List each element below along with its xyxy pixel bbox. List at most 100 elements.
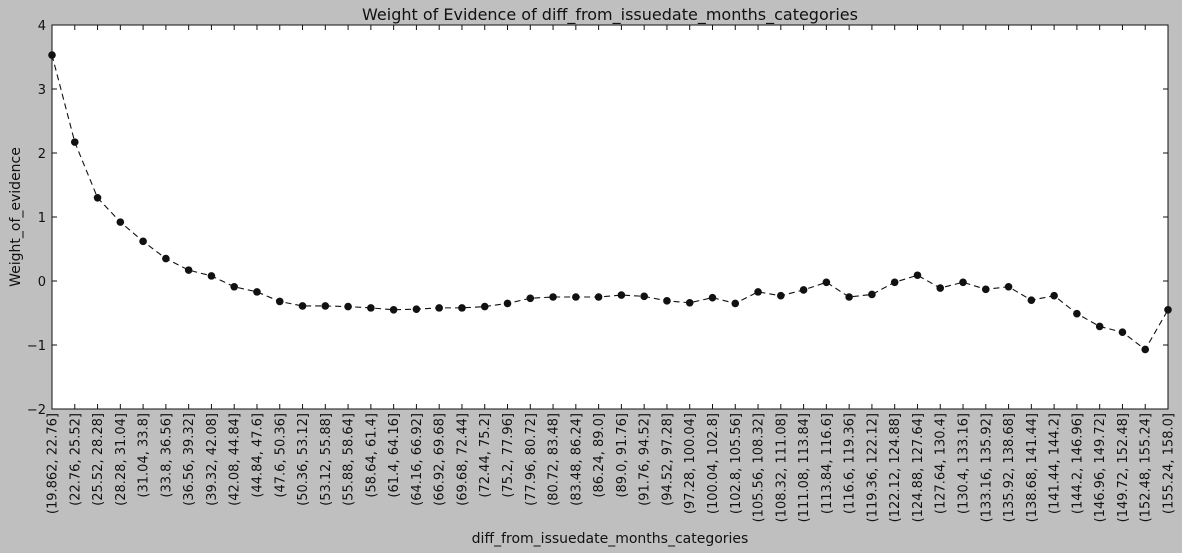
x-tick-label: (58.64, 61.4]: [364, 413, 379, 498]
y-tick-label: 1: [38, 211, 46, 226]
data-point: [367, 304, 375, 312]
data-point: [435, 304, 443, 312]
x-tick-label: (50.36, 53.12]: [296, 413, 311, 506]
data-point: [162, 254, 170, 263]
data-point: [48, 51, 56, 59]
data-point: [572, 293, 580, 301]
series-line: [51, 54, 1169, 351]
x-tick-label: (36.56, 39.32]: [182, 413, 197, 506]
x-tick-label: (89.0, 91.76]: [615, 413, 630, 498]
x-tick-label: (19.862, 22.76]: [46, 413, 61, 514]
x-tick-label: (111.08, 113.84]: [797, 413, 812, 522]
x-tick-label: (94.52, 97.28]: [660, 413, 675, 506]
x-tick-label: (86.24, 89.0]: [592, 413, 607, 498]
x-tick-label: (155.24, 158.0]: [1162, 413, 1177, 514]
x-tick-label: (80.72, 83.48]: [547, 413, 562, 506]
x-tick-label: (33.8, 36.56]: [159, 413, 174, 498]
x-tick-label: (72.44, 75.2]: [478, 413, 493, 498]
x-tick-label: (122.12, 124.88]: [888, 413, 903, 522]
y-tick-label: 3: [38, 83, 46, 98]
data-point: [344, 302, 352, 311]
data-point: [708, 293, 717, 302]
data-point: [845, 293, 853, 301]
x-tick-label: (91.76, 94.52]: [638, 413, 653, 506]
data-point: [685, 298, 694, 307]
x-tick-label: (124.88, 127.64]: [911, 413, 926, 522]
data-point: [503, 299, 512, 308]
chart-title: Weight of Evidence of diff_from_issuedat…: [362, 5, 858, 25]
y-tick-label: 0: [38, 275, 46, 290]
x-tick-label: (22.76, 25.52]: [68, 413, 83, 506]
x-tick-label: (77.96, 80.72]: [524, 413, 539, 506]
data-point: [207, 272, 216, 280]
x-tick-label: (44.84, 47.6]: [250, 413, 265, 498]
data-point: [1004, 282, 1013, 291]
data-point: [731, 299, 740, 308]
x-axis: (19.862, 22.76] (22.76, 25.52] (25.52, 28.…: [46, 25, 1177, 522]
x-tick-label: (53.12, 55.88]: [319, 413, 334, 506]
x-tick-label: (144.2, 146.96]: [1070, 413, 1085, 514]
x-tick-label: (83.48, 86.24]: [569, 413, 584, 506]
x-tick-label: (116.6, 119.36]: [843, 413, 858, 514]
data-point: [799, 286, 808, 294]
x-tick-label: (152.48, 155.24]: [1139, 413, 1154, 522]
x-tick-label: (149.72, 152.48]: [1116, 413, 1131, 522]
y-axis: −2 −1 0 1 2 3 4: [27, 19, 1168, 418]
x-tick-label: (66.92, 69.68]: [433, 413, 448, 506]
data-point: [1095, 322, 1104, 331]
plot-area: [51, 24, 1169, 410]
data-point: [549, 293, 557, 301]
data-point: [321, 302, 330, 310]
data-point: [754, 288, 762, 296]
x-tick-label: (100.04, 102.8]: [706, 413, 721, 514]
data-point: [230, 282, 239, 291]
data-point: [617, 291, 626, 299]
x-tick-label: (135.92, 138.68]: [1002, 413, 1017, 522]
data-point: [868, 290, 876, 299]
x-axis-label: diff_from_issuedate_months_categories: [472, 531, 749, 547]
data-point: [1118, 328, 1127, 337]
data-point: [959, 278, 967, 287]
x-tick-label: (25.52, 28.28]: [91, 413, 106, 506]
x-tick-label: (75.2, 77.96]: [501, 413, 516, 498]
y-axis-label: Weight_of_evidence: [8, 147, 24, 287]
x-tick-label: (141.44, 144.2]: [1048, 413, 1063, 514]
data-point: [936, 284, 945, 292]
data-point: [116, 218, 125, 226]
x-tick-label: (108.32, 111.08]: [774, 413, 789, 522]
data-point: [275, 297, 284, 306]
data-point: [640, 292, 648, 301]
y-tick-label: 4: [38, 19, 46, 34]
data-point: [1164, 306, 1172, 314]
data-point: [777, 291, 785, 300]
x-tick-label: (102.8, 105.56]: [729, 413, 744, 514]
data-point: [1050, 291, 1058, 300]
x-tick-label: (113.84, 116.6]: [820, 413, 835, 514]
data-point: [594, 293, 603, 301]
data-point: [93, 194, 102, 202]
x-tick-label: (133.16, 135.92]: [979, 413, 994, 522]
data-point: [70, 138, 79, 146]
x-tick-label: (130.4, 133.16]: [957, 413, 972, 514]
data-point: [1141, 345, 1150, 354]
data-point: [184, 266, 193, 274]
x-tick-label: (127.64, 130.4]: [934, 413, 949, 514]
data-point: [981, 285, 990, 294]
x-tick-label: (39.32, 42.08]: [205, 413, 220, 506]
x-tick-label: (55.88, 58.64]: [342, 413, 357, 506]
data-point: [913, 271, 922, 280]
x-tick-label: (31.04, 33.8]: [137, 413, 152, 498]
series-markers: [48, 51, 1172, 354]
data-point: [298, 302, 307, 310]
data-point: [253, 288, 261, 296]
x-tick-label: (42.08, 44.84]: [228, 413, 243, 506]
y-tick-label: 2: [38, 147, 46, 162]
x-tick-label: (105.56, 108.32]: [752, 413, 767, 522]
data-point: [1027, 296, 1036, 305]
data-point: [822, 278, 831, 287]
data-point: [389, 306, 398, 314]
data-point: [458, 304, 466, 312]
data-point: [526, 294, 535, 303]
x-tick-label: (47.6, 50.36]: [273, 413, 288, 498]
y-tick-label: −2: [27, 403, 46, 418]
